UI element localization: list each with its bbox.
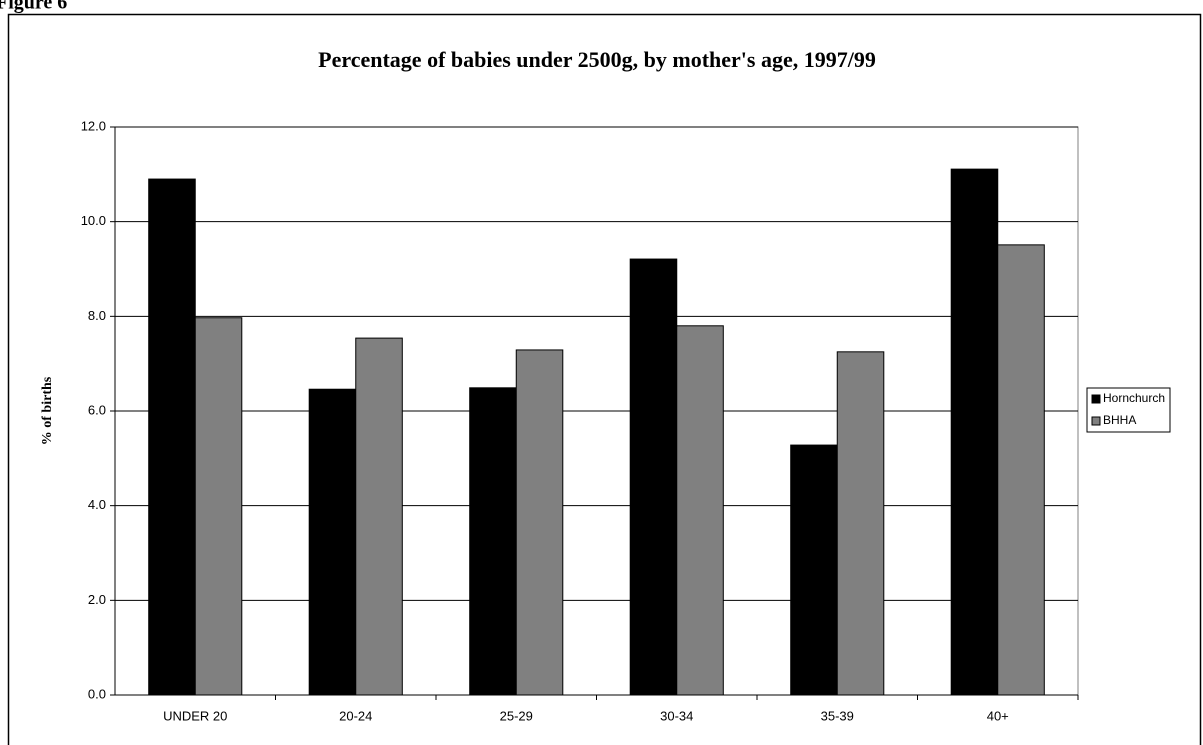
- bar: [469, 387, 517, 696]
- bar: [629, 258, 678, 696]
- x-tick-label: 30-34: [660, 708, 693, 723]
- legend-label: Hornchurch: [1103, 391, 1165, 405]
- bar: [997, 244, 1045, 696]
- y-tick-label: 10.0: [81, 213, 106, 228]
- legend-swatch: [1091, 394, 1101, 404]
- bar: [950, 168, 999, 696]
- legend-swatch: [1091, 416, 1101, 426]
- x-tick-label: 25-29: [500, 708, 533, 723]
- x-tick-label: UNDER 20: [163, 708, 227, 723]
- bar: [836, 351, 885, 696]
- bar: [194, 317, 243, 696]
- x-tick-label: 40+: [987, 708, 1009, 723]
- y-tick-label: 0.0: [88, 686, 106, 701]
- bar: [790, 444, 838, 696]
- bar: [515, 349, 564, 696]
- bar: [676, 325, 724, 696]
- legend-label: BHHA: [1103, 413, 1136, 427]
- y-axis-label: % of births: [40, 376, 55, 445]
- x-tick-label: 20-24: [339, 708, 372, 723]
- bar: [148, 178, 196, 696]
- y-tick-label: 2.0: [88, 592, 106, 607]
- y-tick-label: 8.0: [88, 308, 106, 323]
- x-tick-label: 35-39: [821, 708, 854, 723]
- bar: [308, 388, 357, 696]
- bar: [355, 337, 403, 696]
- y-tick-label: 4.0: [88, 497, 106, 512]
- y-tick-label: 6.0: [88, 402, 106, 417]
- chart-title: Percentage of babies under 2500g, by mot…: [318, 47, 876, 72]
- y-tick-label: 12.0: [81, 118, 106, 133]
- legend-box: [1086, 387, 1171, 433]
- figure-label: Figure 6: [0, 0, 67, 14]
- frame: [7, 13, 1202, 745]
